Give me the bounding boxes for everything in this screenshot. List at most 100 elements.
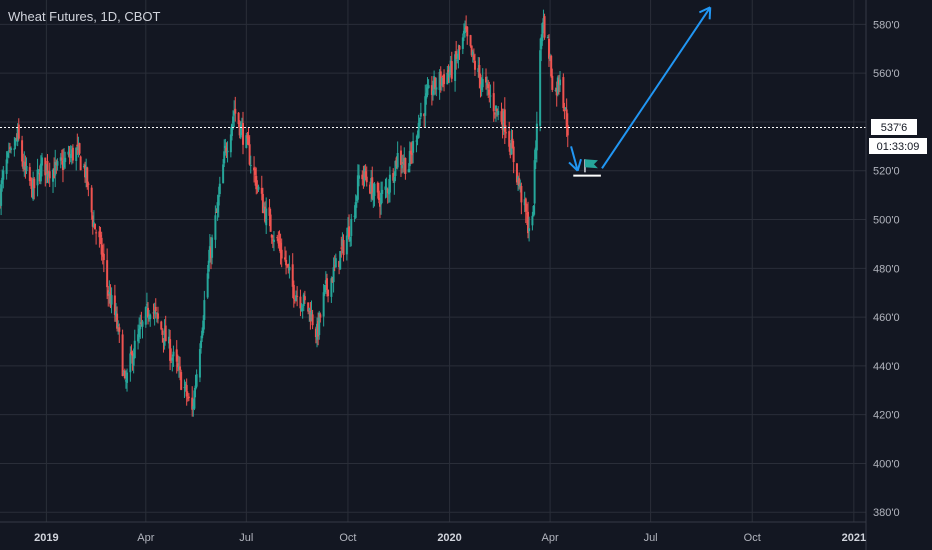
candle-body (247, 136, 250, 146)
arrow-up-annotation[interactable] (601, 6, 712, 169)
candle-body (45, 164, 48, 173)
price-tick-label: 560'0 (873, 68, 900, 80)
candle-body (70, 149, 73, 158)
candle-body (179, 366, 182, 371)
candle-body (107, 290, 110, 296)
candle-body (448, 71, 451, 78)
candle-body (100, 237, 103, 255)
candle-body (31, 179, 34, 198)
candle-body (318, 312, 321, 336)
candle-body (201, 330, 204, 339)
candle-body (172, 351, 175, 357)
candle-body (339, 251, 342, 270)
candle-body (295, 295, 298, 302)
candle-body (330, 278, 333, 297)
arrow-down-annotation[interactable] (570, 146, 579, 172)
candle-body (504, 132, 507, 134)
candle-body (257, 186, 260, 190)
candle-body (333, 265, 336, 267)
time-axis[interactable]: 2019 Apr Jul Oct 2020 Apr Jul Oct 2021 (0, 521, 866, 544)
candle-body (519, 183, 522, 188)
candle-body (77, 146, 80, 151)
candle-body (203, 300, 206, 320)
candle-body (455, 51, 458, 59)
candle-body (264, 206, 267, 222)
candle-body (409, 150, 412, 155)
candle-body (534, 147, 537, 160)
candle-body (500, 111, 503, 122)
candle-body (122, 372, 125, 374)
candle-body (417, 122, 420, 138)
candle-body (412, 141, 415, 153)
candle-body (118, 327, 121, 332)
candle-body (285, 259, 288, 266)
candle-body (511, 138, 514, 149)
candle-body (554, 89, 557, 91)
candle-body (362, 175, 365, 178)
candle-body (322, 292, 325, 317)
candle-body (407, 169, 410, 173)
price-tick-label: 500'0 (873, 215, 900, 227)
candle-body (457, 49, 460, 59)
candle-body (85, 166, 88, 178)
candle-body (565, 109, 568, 128)
candle-body (99, 235, 102, 238)
candle-body (550, 55, 553, 77)
candle-body (270, 234, 273, 238)
candle-body (52, 169, 55, 182)
candle-body (5, 159, 8, 174)
candle-body (517, 176, 520, 181)
candle-body (443, 74, 446, 85)
candle-body (183, 387, 186, 389)
candle-body (164, 325, 167, 342)
time-tick-label: Oct (339, 532, 356, 544)
candle-body (317, 320, 320, 337)
candle-body (233, 111, 236, 116)
candle-body (332, 267, 335, 283)
candle-body (216, 202, 219, 213)
candle-body (416, 134, 419, 139)
candle-body (242, 123, 245, 145)
candle-body (404, 158, 407, 174)
candle-body (129, 353, 132, 373)
candle-body (486, 82, 489, 86)
candle-body (408, 150, 411, 167)
candle-body (6, 152, 9, 158)
candle-body (156, 313, 159, 319)
candle-body (108, 291, 111, 295)
flag-icon[interactable] (584, 159, 598, 169)
candle-body (512, 146, 515, 163)
candle-body (435, 87, 438, 90)
time-tick-label: Oct (744, 532, 761, 544)
candle-body (28, 167, 31, 182)
candle-body (14, 138, 17, 146)
candle-body (238, 121, 241, 136)
candle-body (187, 396, 190, 399)
candle-body (149, 314, 152, 320)
candle-body (493, 113, 496, 115)
candle-body (75, 147, 78, 162)
candle-body (303, 296, 306, 301)
candle-body (372, 192, 375, 200)
price-axis[interactable]: 380'0 400'0 420'0 440'0 460'0 480'0 500'0 520'0… (865, 0, 900, 550)
candle-body (356, 175, 359, 200)
candle-body (324, 280, 327, 284)
candle-body (163, 328, 166, 346)
candle-body (418, 118, 421, 126)
candle-body (214, 215, 217, 240)
candle-body (153, 310, 156, 314)
candle-body (403, 158, 406, 165)
candle-body (277, 238, 280, 244)
candle-body (430, 85, 433, 95)
candle-body (133, 340, 136, 359)
candle-body (90, 187, 93, 213)
candle-body (340, 247, 343, 249)
candle-body (192, 406, 195, 409)
candle-body (334, 258, 337, 268)
candle-body (388, 174, 391, 193)
candle-body (55, 162, 58, 165)
candle-body (502, 111, 505, 131)
drawing-annotations[interactable] (568, 6, 712, 177)
candle-body (265, 208, 268, 226)
